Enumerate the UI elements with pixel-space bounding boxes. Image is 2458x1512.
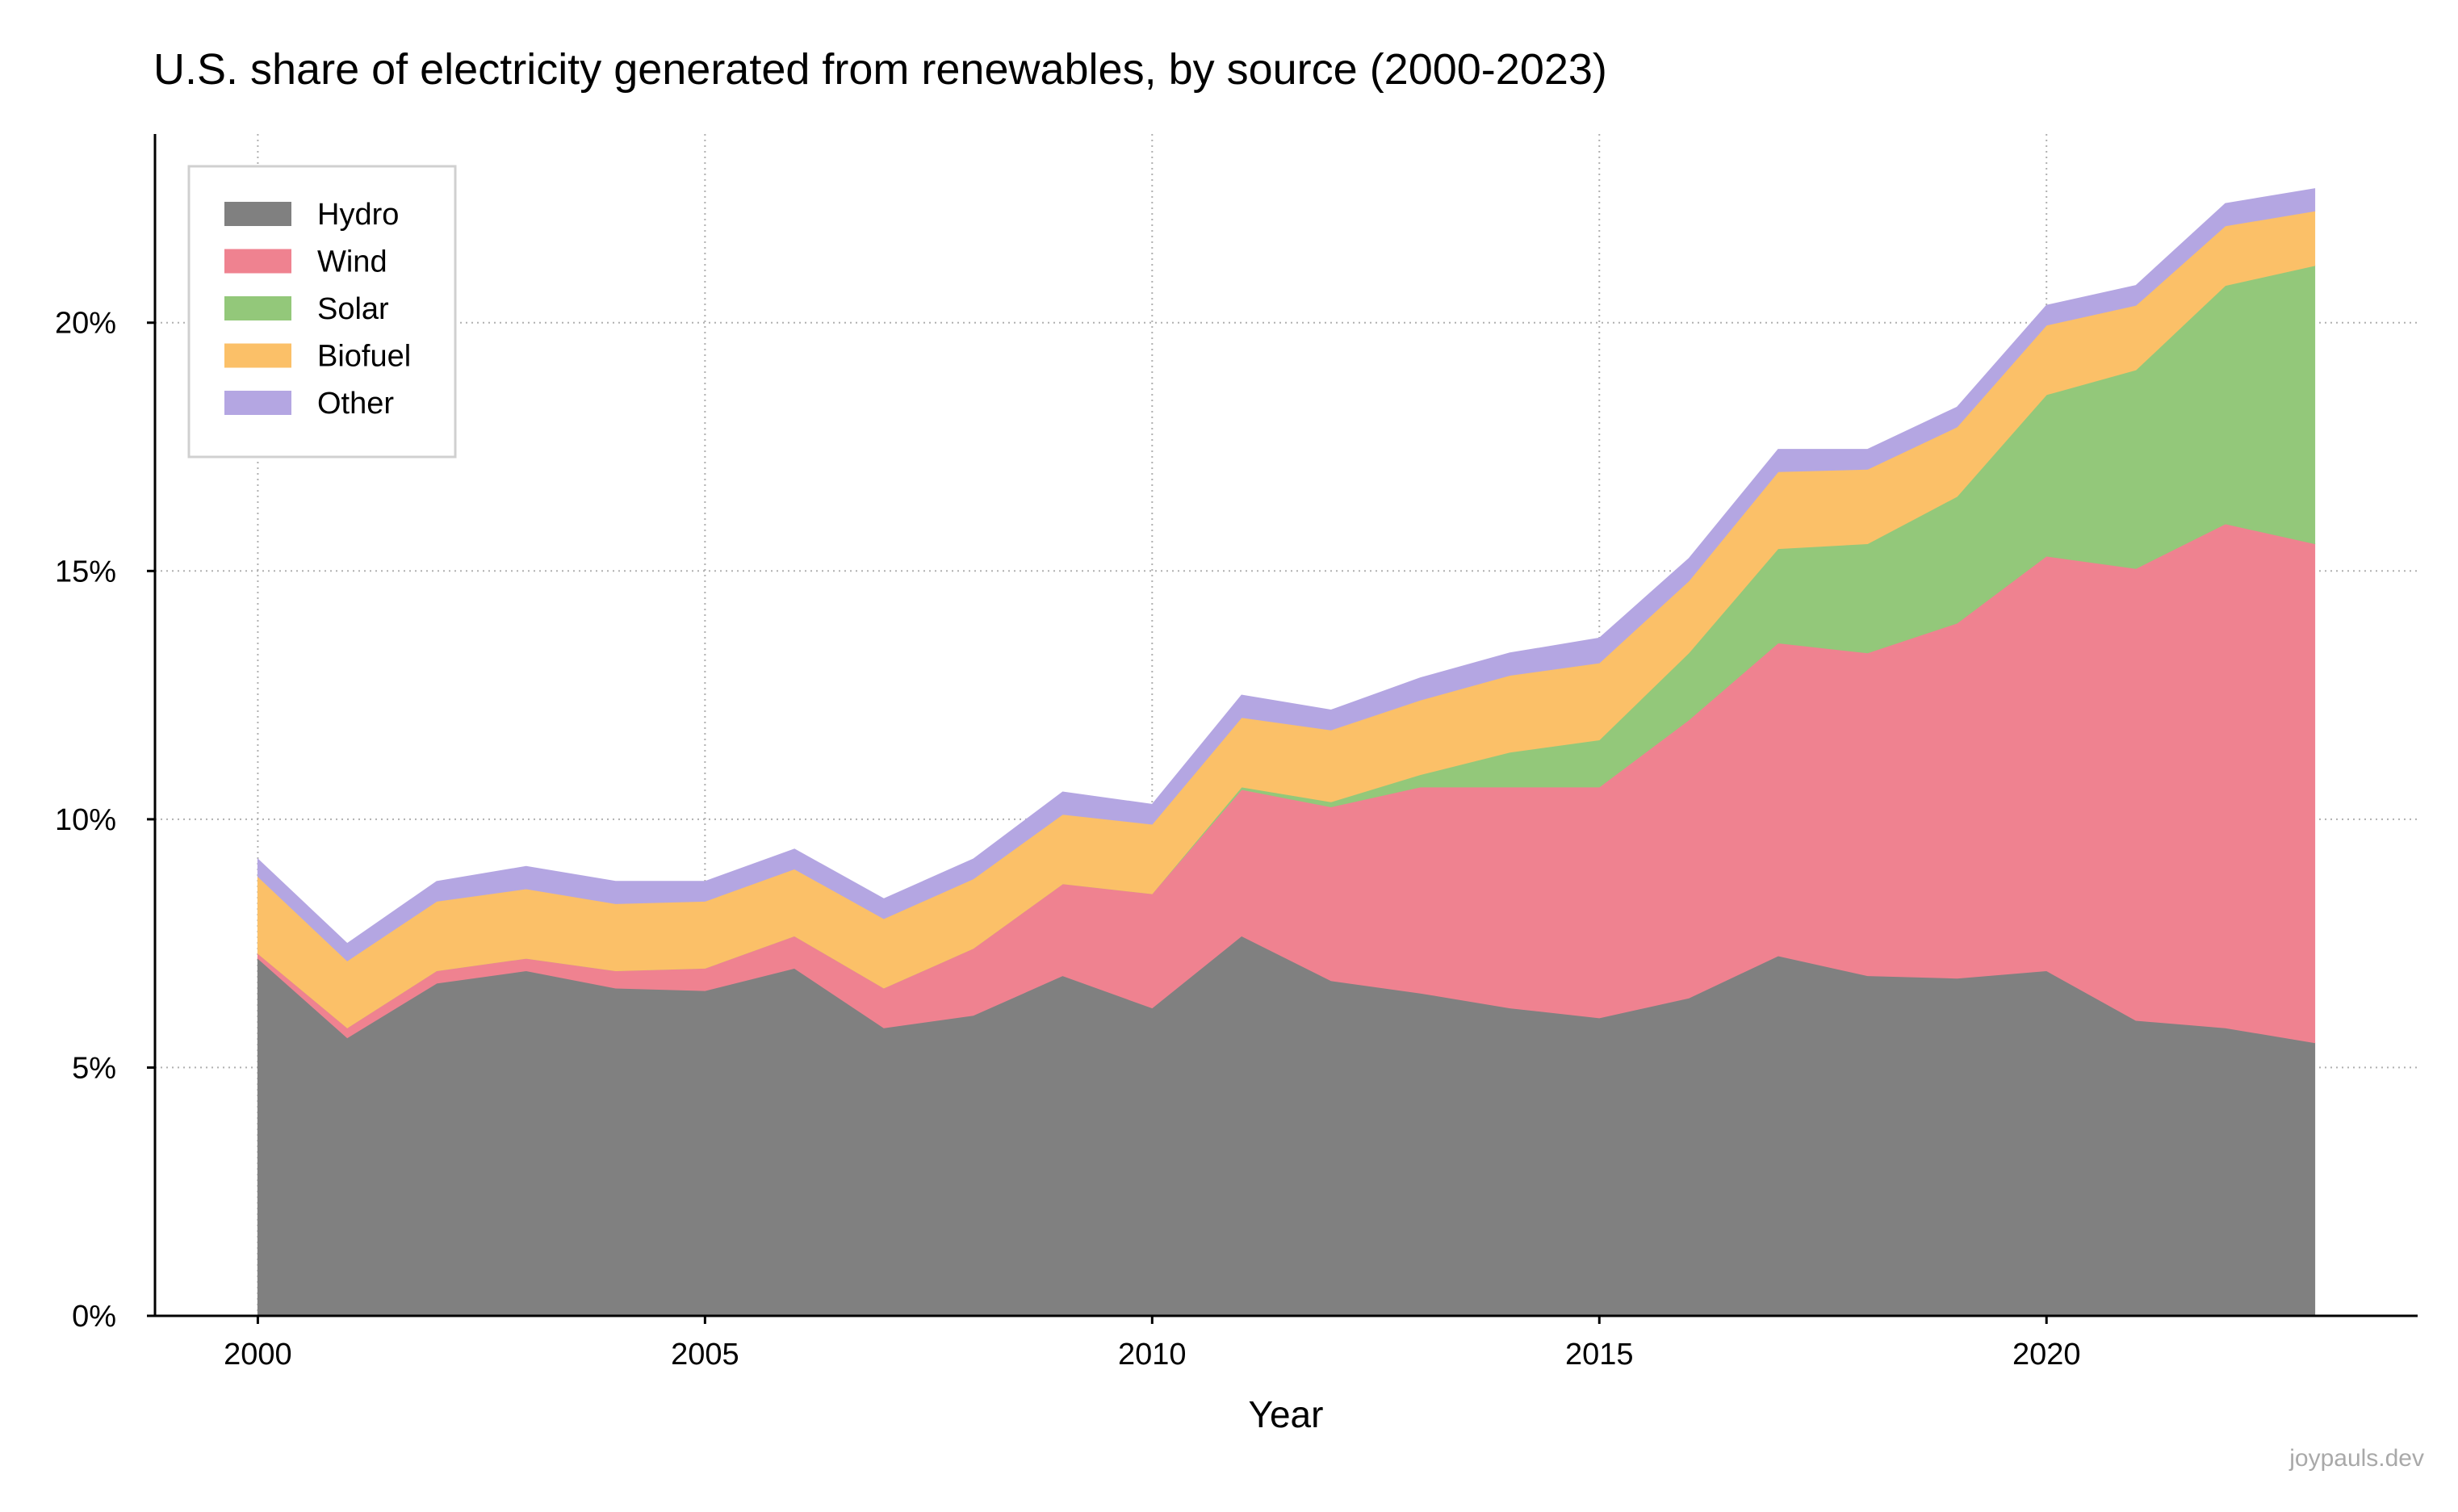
tick-labels: 2000 2005 2010 2015 2020 0% 5% 10% 15% 20% [55,307,2081,1372]
y-tick-label: 0% [72,1300,116,1334]
area-other [257,188,2316,961]
legend-label-solar: Solar [317,292,389,326]
stacked-areas [257,188,2316,1317]
legend-swatch-hydro [224,202,291,226]
x-tick-label: 2010 [1118,1338,1187,1372]
axes [153,134,2418,1317]
legend-label-biofuel: Biofuel [317,340,411,374]
legend-swatch-biofuel [224,343,291,368]
legend-label-hydro: Hydro [317,198,399,232]
x-tick-label: 2000 [224,1338,292,1372]
legend-swatch-solar [224,296,291,320]
x-tick-label: 2005 [671,1338,739,1372]
credit-text: joypauls.dev [2288,1445,2424,1472]
legend-swatch-wind [224,249,291,274]
x-axis-title: Year [1249,1393,1324,1435]
legend-label-wind: Wind [317,245,387,279]
x-tick-label: 2015 [1565,1338,1634,1372]
y-tick-label: 5% [72,1051,116,1085]
y-tick-label: 10% [55,803,116,837]
x-tick-label: 2020 [2012,1338,2081,1372]
legend: Hydro Wind Solar Biofuel Other [187,165,457,459]
area-hydro [257,935,2316,1317]
legend-label-other: Other [317,387,394,421]
legend-swatch-other [224,391,291,415]
y-tick-label: 20% [55,307,116,341]
chart-title: U.S. share of electricity generated from… [153,45,1607,94]
y-tick-label: 15% [55,555,116,588]
